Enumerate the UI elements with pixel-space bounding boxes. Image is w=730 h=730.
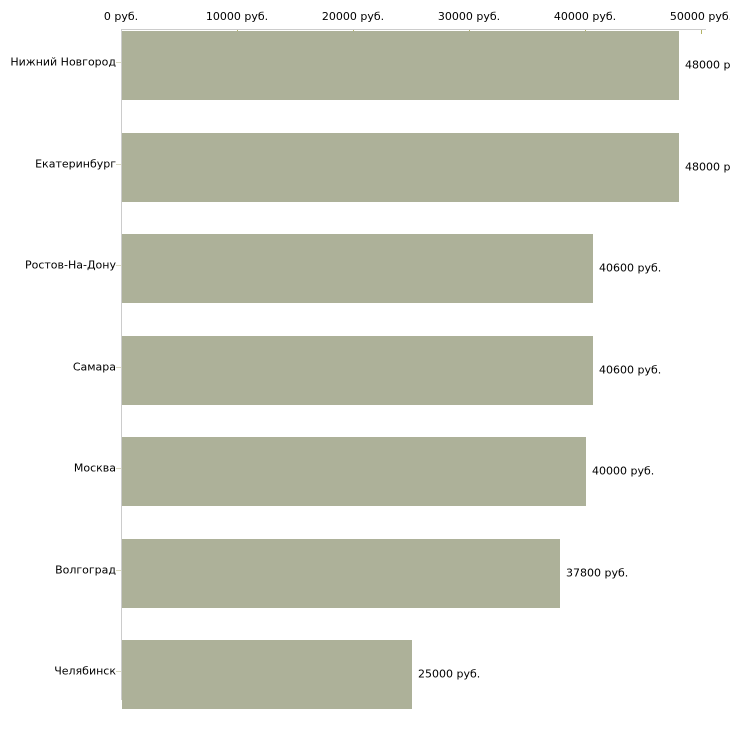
x-axis-tick-label: 30000 руб.	[437, 10, 501, 23]
category-label: Волгоград	[55, 563, 116, 577]
x-axis-tick-label: 10000 руб.	[205, 10, 269, 23]
value-label: 40600 руб.	[599, 363, 662, 377]
category-tick-mark	[116, 468, 121, 469]
category-label: Екатеринбург	[35, 157, 116, 171]
bar	[122, 336, 593, 405]
category-label: Самара	[72, 360, 116, 374]
bar	[122, 640, 412, 709]
category-label: Челябинск	[54, 664, 116, 678]
category-tick-mark	[116, 265, 121, 266]
bar	[122, 133, 679, 202]
bar	[122, 539, 560, 608]
category-tick-mark	[116, 62, 121, 63]
x-axis-tick-label: 40000 руб.	[553, 10, 617, 23]
category-tick-mark	[116, 367, 121, 368]
category-tick-mark	[116, 671, 121, 672]
category-label: Москва	[73, 461, 116, 475]
category-tick-mark	[116, 570, 121, 571]
value-label: 40600 руб.	[599, 261, 662, 275]
bar	[122, 437, 586, 506]
category-tick-mark	[116, 164, 121, 165]
value-label: 40000 руб.	[592, 464, 655, 478]
x-axis-tick-label: 50000 руб.	[669, 10, 730, 23]
x-axis-tick-label: 0 руб.	[103, 10, 139, 23]
bar	[122, 31, 679, 100]
category-label: Ростов-На-Дону	[24, 258, 116, 272]
x-axis-tick-label: 20000 руб.	[321, 10, 385, 23]
value-label: 48000 руб.	[685, 160, 730, 174]
y-axis-line	[121, 29, 122, 700]
value-label: 48000 руб.	[685, 58, 730, 72]
category-label: Нижний Новгород	[10, 55, 116, 69]
bar	[122, 234, 593, 303]
value-label: 37800 руб.	[566, 566, 629, 580]
value-label: 25000 руб.	[418, 667, 481, 681]
x-axis-line	[121, 29, 706, 30]
x-axis-tick-mark	[701, 30, 702, 34]
